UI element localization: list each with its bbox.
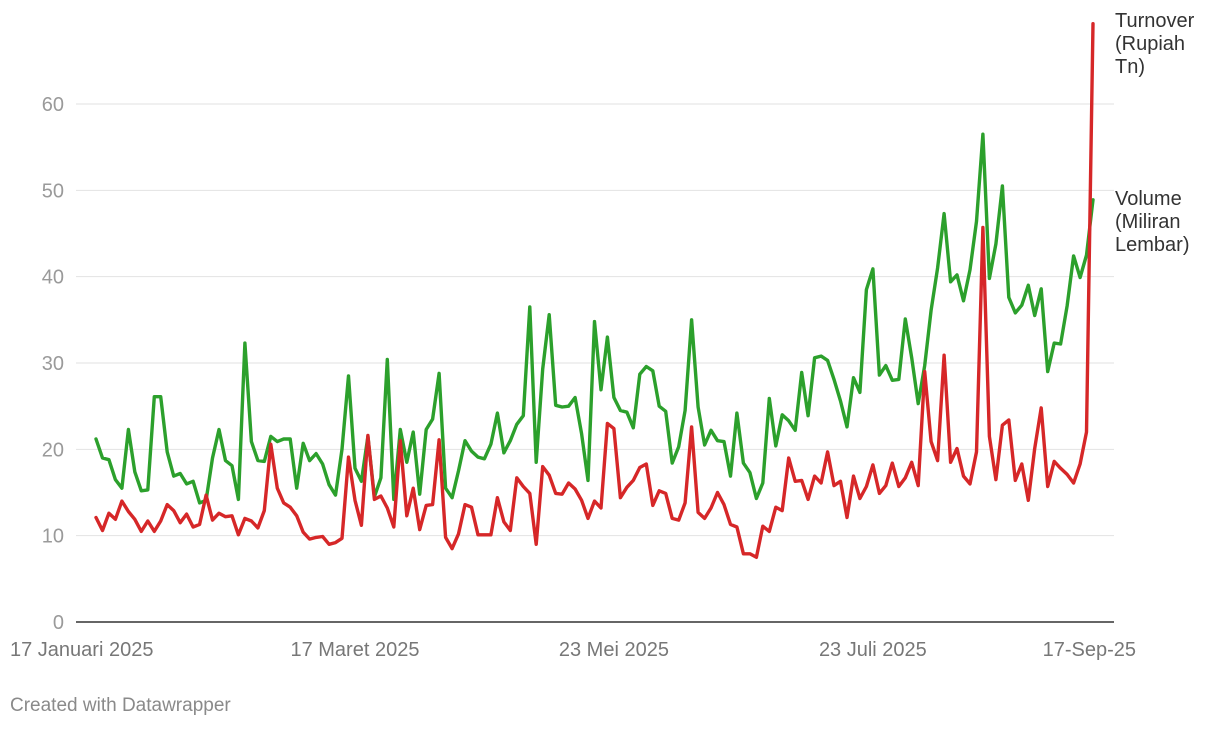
series-label-volume: Lembar) bbox=[1115, 234, 1189, 256]
series-label-turnover: (Rupiah bbox=[1115, 33, 1185, 55]
y-tick-label: 0 bbox=[53, 612, 64, 634]
series-label-volume: (Miliran bbox=[1115, 211, 1181, 233]
y-tick-label: 30 bbox=[42, 353, 64, 375]
y-tick-label: 10 bbox=[42, 526, 64, 548]
line-chart: 0 10 20 30 40 50 60 17 Januari 2025 17 Maret 20… bbox=[10, 10, 1195, 661]
y-tick-label: 40 bbox=[42, 267, 64, 289]
gridlines bbox=[76, 103, 1114, 623]
y-tick-label: 60 bbox=[42, 94, 64, 116]
y-tick-label: 50 bbox=[42, 180, 64, 202]
series-lines bbox=[94, 22, 1095, 559]
y-tick-label: 20 bbox=[42, 439, 64, 461]
x-tick-label: 23 Mei 2025 bbox=[559, 639, 669, 661]
series-label-turnover: Turnover bbox=[1115, 10, 1195, 32]
series-label-turnover: Tn) bbox=[1115, 56, 1145, 78]
x-tick-label: 23 Juli 2025 bbox=[819, 639, 927, 661]
x-tick-label: 17 Januari 2025 bbox=[10, 639, 153, 661]
x-axis-ticks: 17 Januari 2025 17 Maret 2025 23 Mei 2025 2… bbox=[10, 639, 1136, 661]
series-label-volume: Volume bbox=[1115, 188, 1182, 210]
y-axis-ticks: 0 10 20 30 40 50 60 bbox=[42, 94, 64, 634]
x-tick-label: 17-Sep-25 bbox=[1043, 639, 1136, 661]
series-line-turnover bbox=[94, 22, 1095, 559]
datawrapper-credit[interactable]: Created with Datawrapper bbox=[10, 695, 231, 716]
series-line-volume bbox=[94, 132, 1095, 505]
x-tick-label: 17 Maret 2025 bbox=[290, 639, 419, 661]
